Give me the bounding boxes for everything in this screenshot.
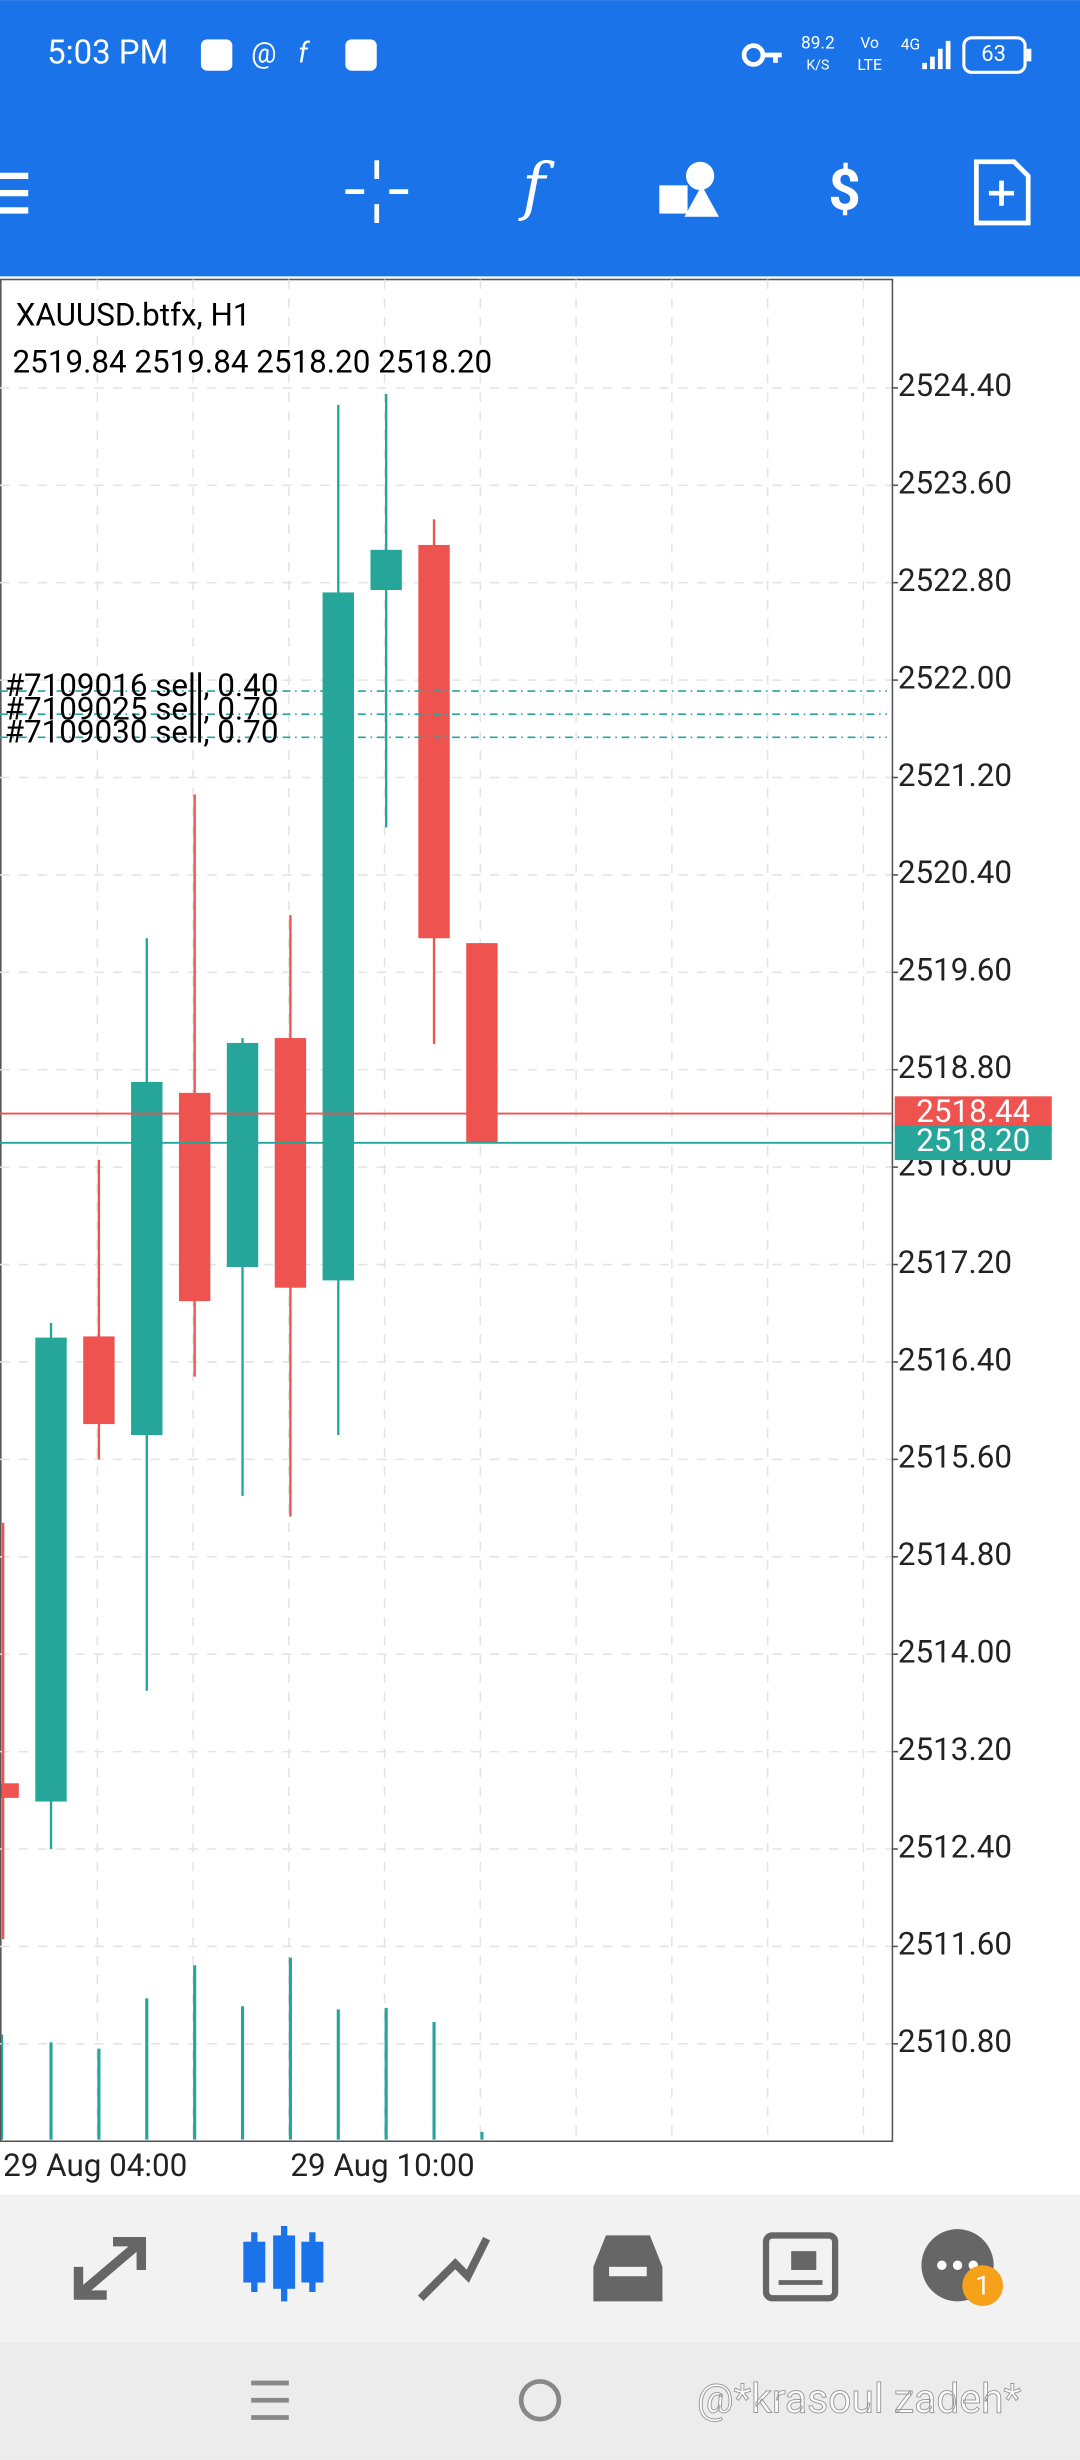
y-tick-label: 2515.60 — [898, 1439, 1012, 1476]
y-tick-label: 2514.00 — [898, 1633, 1012, 1670]
y-tick-label: 2522.80 — [898, 562, 1012, 599]
status-icon: @ — [251, 36, 276, 69]
app-bar — [0, 0, 1080, 277]
objects-button[interactable] — [659, 161, 719, 217]
x-tick-label: 29 Aug 10:00 — [290, 2147, 474, 2184]
network-type: 4G — [901, 35, 921, 54]
y-tick-label: 2521.20 — [898, 757, 1012, 794]
volte: Vo — [860, 33, 879, 52]
quotes-tab[interactable] — [73, 2237, 146, 2300]
y-tick-label: 2520.40 — [898, 854, 1012, 891]
order-label: #7109016 sell, 0.40 — [5, 667, 279, 704]
candle-body — [274, 1038, 307, 1288]
ask-label: 2518.44 — [916, 1093, 1030, 1130]
chart-tab[interactable] — [243, 2226, 324, 2302]
y-tick-label: 2516.40 — [898, 1341, 1012, 1378]
net-speed-unit: K/S — [806, 58, 829, 74]
status-icon — [200, 39, 233, 71]
recent-apps-button[interactable] — [251, 2380, 289, 2420]
bid-label: 2518.20 — [916, 1122, 1030, 1159]
net-speed: 89.2 — [801, 34, 835, 54]
status-icon: f — [298, 36, 310, 69]
key-icon — [762, 52, 782, 63]
y-tick-label: 2524.40 — [898, 367, 1012, 404]
y-tick-label: 2510.80 — [898, 2023, 1012, 2060]
bid-label-box — [894, 1125, 1052, 1161]
battery — [1026, 48, 1032, 62]
y-tick-label: 2518.80 — [898, 1049, 1012, 1086]
trade-button[interactable]: $ — [828, 158, 860, 224]
status-icon — [345, 39, 377, 71]
system-nav — [0, 2342, 1080, 2460]
home-button[interactable] — [518, 2379, 562, 2422]
new-order-button[interactable] — [974, 159, 1031, 226]
order-label: #7109030 sell, 0.70 — [5, 713, 279, 750]
chart-title: XAUUSD.btfx, H1 — [16, 296, 251, 333]
trade-tab[interactable] — [417, 2236, 491, 2302]
news-tab[interactable] — [762, 2232, 839, 2302]
y-tick-label: 2513.20 — [898, 1731, 1012, 1768]
order-label: #7109025 sell, 0.70 — [5, 690, 279, 727]
crosshair-button[interactable] — [345, 160, 409, 223]
y-tick-label: 2514.80 — [898, 1536, 1012, 1573]
candle-body — [466, 943, 498, 1143]
battery — [962, 36, 1027, 74]
overlay: 2510.80 2511.60 2512.40 2513.20 2514.00 2514.… — [0, 367, 1052, 2060]
battery-level: 63 — [981, 42, 1006, 67]
candle-body — [131, 1081, 163, 1436]
candle-body — [83, 1336, 115, 1425]
ask-label-box — [894, 1096, 1052, 1131]
candle-body — [35, 1337, 67, 1802]
candle-body — [370, 549, 402, 590]
y-tick-label: 2522.00 — [898, 659, 1012, 696]
status-time: 5:03 PM — [47, 34, 168, 73]
candle-body — [178, 1092, 211, 1302]
candle-body — [1, 1783, 19, 1798]
y-tick-label: 2523.60 — [898, 465, 1012, 502]
ohlc-text: 2519.84 2519.84 2518.20 2518.20 — [13, 344, 493, 381]
y-tick-label: 2517.20 — [898, 1244, 1012, 1281]
candle-body — [226, 1042, 259, 1267]
chat-tab[interactable] — [921, 2229, 1004, 2307]
y-tick-label: 2512.40 — [898, 1828, 1012, 1865]
chat-badge: 1 — [975, 2269, 990, 2301]
menu-button[interactable] — [0, 172, 29, 214]
y-tick-label: 2519.60 — [898, 952, 1012, 989]
y-tick-label: 2511.60 — [898, 1926, 1012, 1963]
candle-body — [418, 544, 450, 939]
x-tick-label: 29 Aug 04:00 — [3, 2147, 187, 2184]
volte: LTE — [857, 55, 882, 74]
candle-body — [322, 592, 354, 1281]
watermark: @*krasoul zadeh* — [697, 2375, 1021, 2423]
bottom-nav — [0, 2194, 1080, 2343]
history-tab[interactable] — [593, 2235, 663, 2302]
signal-icon — [922, 40, 951, 70]
